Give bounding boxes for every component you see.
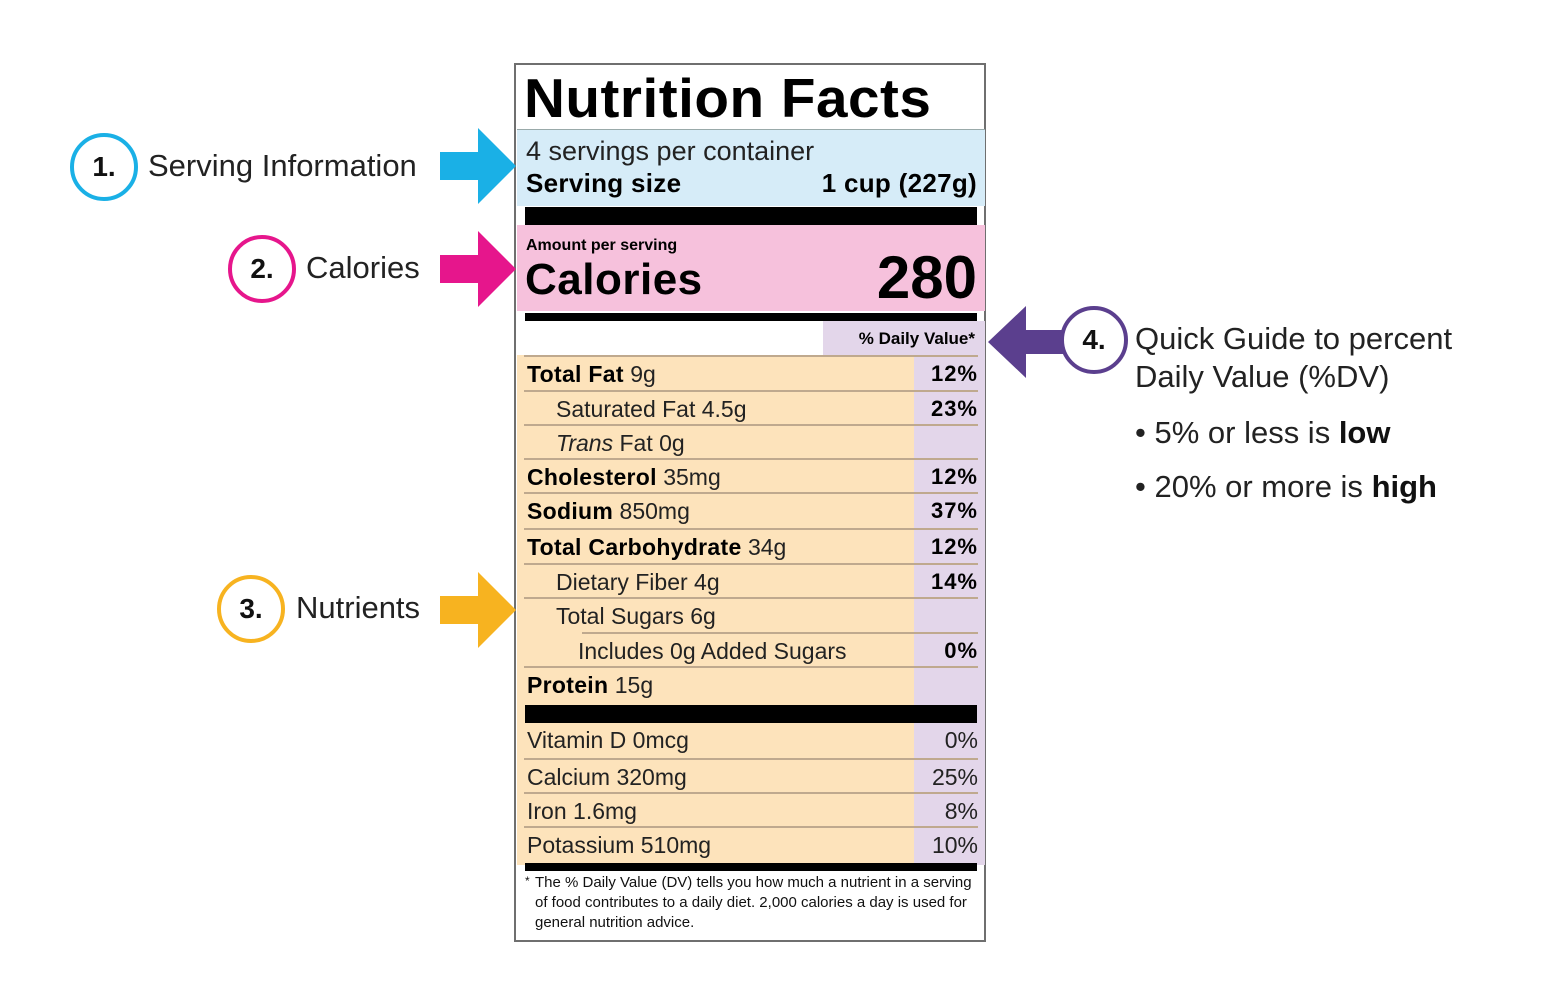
guide-item-high: • 20% or more is high xyxy=(1135,469,1437,505)
footnote-text: The % Daily Value (DV) tells you how muc… xyxy=(535,874,972,931)
nutrient-name: Cholesterol xyxy=(527,464,657,490)
serving-size-value: 1 cup (227g) xyxy=(821,168,977,198)
bullet: • xyxy=(1135,469,1146,504)
nutrient-dv: 0% xyxy=(944,638,978,663)
nutrient-name: Total Sugars xyxy=(556,603,684,629)
vitamin-row-potassium: Potassium 510mg 10% xyxy=(524,826,978,860)
callout-nutrients: Nutrients xyxy=(296,590,421,625)
bullet: • xyxy=(1135,415,1146,450)
nutrient-row-saturated-fat: Saturated Fat 4.5g 23% xyxy=(524,390,978,424)
nutrient-row-dietary-fiber: Dietary Fiber 4g 14% xyxy=(524,563,978,597)
nutrient-name: Includes 0g Added Sugars xyxy=(578,638,847,664)
nutrient-row-trans-fat: Trans Fat 0g xyxy=(524,424,978,458)
quick-guide-title: Quick Guide to percent Daily Value (%DV) xyxy=(1135,320,1452,396)
callout-number: 1. xyxy=(92,151,116,182)
nutrient-name: Sodium xyxy=(527,498,614,524)
nutrient-name: Total Fat xyxy=(527,361,624,387)
nutrient-name: Saturated Fat xyxy=(556,396,696,422)
guide-item-emphasis: low xyxy=(1338,415,1391,450)
nutrient-name: Dietary Fiber xyxy=(556,569,688,595)
nutrient-amount: 850mg xyxy=(619,498,690,524)
serving-arrow-icon xyxy=(440,128,516,204)
callout-4-number-circle: 4. xyxy=(1060,306,1128,374)
nutrients-arrow-icon xyxy=(440,572,516,648)
nutrient-dv: 37% xyxy=(930,498,978,523)
label-title: Nutrition Facts xyxy=(524,67,932,129)
nutrient-row-total-sugars: Total Sugars 6g xyxy=(524,597,978,631)
nutrient-dv: 14% xyxy=(930,569,978,594)
footnote: * The % Daily Value (DV) tells you how m… xyxy=(525,873,977,933)
nutrient-amount: 34g xyxy=(747,534,787,560)
vitamin-dv: 0% xyxy=(944,727,978,753)
nutrient-dv: 12% xyxy=(930,361,978,386)
vitamin-row-vitamin-d: Vitamin D 0mcg 0% xyxy=(524,723,978,757)
calories-value: 280 xyxy=(876,244,977,311)
callout-1-number-circle: 1. xyxy=(70,133,138,201)
medium-divider xyxy=(525,313,977,321)
nutrient-row-total-fat: Total Fat 9g 12% xyxy=(524,355,978,389)
guide-item-low: • 5% or less is low xyxy=(1135,415,1390,451)
calories-section: Amount per serving Calories 280 xyxy=(517,225,985,311)
nutrient-name: Total Carbohydrate xyxy=(527,534,742,560)
nutrient-amount: 15g xyxy=(614,672,654,698)
nutrient-name: Protein xyxy=(527,672,609,698)
nutrition-facts-label: Nutrition Facts 4 servings per container… xyxy=(514,63,986,942)
nutrient-amount: 6g xyxy=(690,603,716,629)
nutrient-amount: 4.5g xyxy=(701,396,747,422)
callout-number: 3. xyxy=(239,593,263,624)
vitamin-text: Calcium 320mg xyxy=(527,764,687,790)
serving-size-label: Serving size xyxy=(526,168,682,198)
guide-item-emphasis: high xyxy=(1371,469,1437,504)
guide-item-text: 20% or more is xyxy=(1145,469,1372,504)
quick-guide-title-line-2: Daily Value (%DV) xyxy=(1135,359,1390,394)
nutrient-dv: 12% xyxy=(930,534,978,559)
thick-divider xyxy=(525,207,977,225)
nutrient-name: Fat xyxy=(619,430,653,456)
nutrient-amount: 35mg xyxy=(663,464,721,490)
vitamin-text: Potassium 510mg xyxy=(527,832,712,858)
thick-divider xyxy=(525,705,977,723)
vitamin-dv: 10% xyxy=(931,832,978,858)
nutrient-row-protein: Protein 15g xyxy=(524,666,978,700)
callout-number: 2. xyxy=(250,253,274,284)
vitamin-row-iron: Iron 1.6mg 8% xyxy=(524,792,978,826)
calories-arrow-icon xyxy=(440,231,516,307)
vitamin-text: Vitamin D 0mcg xyxy=(527,727,689,753)
quick-guide-title-line-1: Quick Guide to percent xyxy=(1135,321,1453,356)
daily-value-header: % Daily Value* xyxy=(823,321,985,355)
nutrient-amount: 9g xyxy=(630,361,656,387)
nutrient-row-cholesterol: Cholesterol 35mg 12% xyxy=(524,458,978,492)
nutrient-row-added-sugars: Includes 0g Added Sugars 0% xyxy=(578,632,978,666)
callout-number: 4. xyxy=(1082,324,1106,355)
footnote-asterisk: * xyxy=(525,874,530,888)
medium-divider xyxy=(525,863,977,871)
vitamin-dv: 25% xyxy=(931,764,978,790)
callout-calories: Calories xyxy=(306,250,420,285)
calories-label: Calories xyxy=(525,255,703,304)
nutrient-row-total-carbohydrate: Total Carbohydrate 34g 12% xyxy=(524,528,978,562)
daily-value-arrow-icon xyxy=(988,306,1070,378)
nutrient-dv: 23% xyxy=(930,396,978,421)
nutrient-amount: 4g xyxy=(694,569,720,595)
amount-per-serving: Amount per serving xyxy=(526,237,678,254)
servings-per-container: 4 servings per container xyxy=(526,136,815,166)
nutrient-name-italic: Trans xyxy=(556,430,614,456)
daily-value-header-text: % Daily Value* xyxy=(858,329,975,348)
vitamin-dv: 8% xyxy=(944,798,978,824)
nutrient-amount: 0g xyxy=(659,430,685,456)
guide-item-text: 5% or less is xyxy=(1145,415,1339,450)
vitamin-text: Iron 1.6mg xyxy=(527,798,637,824)
callout-3-number-circle: 3. xyxy=(217,575,285,643)
serving-information-section: 4 servings per container Serving size 1 … xyxy=(517,129,985,206)
callout-2-number-circle: 2. xyxy=(228,235,296,303)
nutrient-dv: 12% xyxy=(930,464,978,489)
nutrients-section xyxy=(517,355,985,865)
daily-value-column xyxy=(914,355,985,865)
callout-serving-information: Serving Information xyxy=(148,148,417,183)
nutrient-row-sodium: Sodium 850mg 37% xyxy=(524,492,978,526)
vitamin-row-calcium: Calcium 320mg 25% xyxy=(524,758,978,792)
